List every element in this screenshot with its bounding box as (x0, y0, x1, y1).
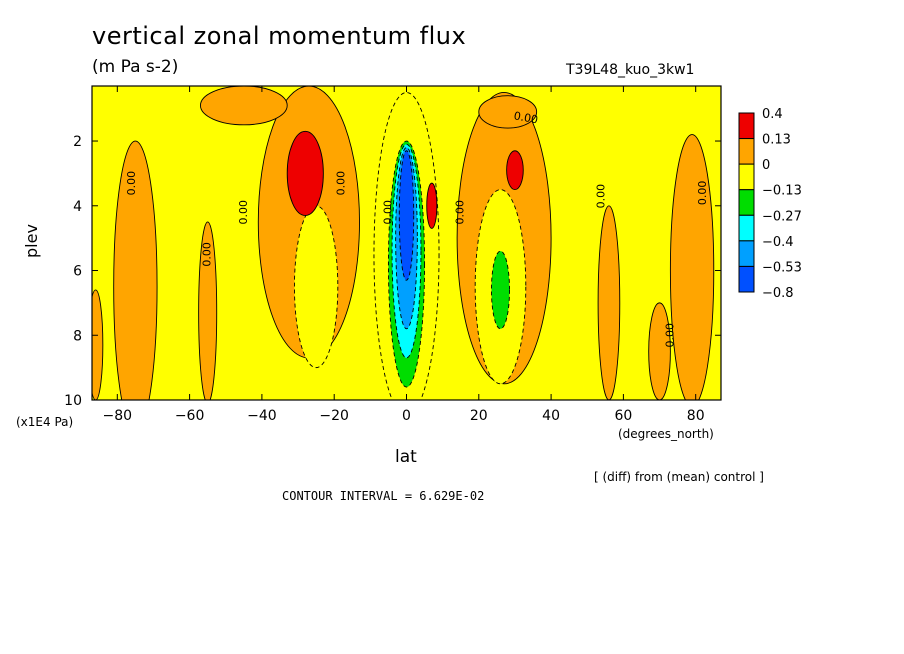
x-tick-label-0: −80 (103, 408, 133, 424)
x-tick-label-6: 40 (542, 408, 560, 424)
contour-label-4: 0.00 (381, 200, 394, 225)
contour-region-13 (286, 130, 324, 216)
contour-region-10 (293, 205, 339, 369)
x-tick-label-2: −40 (247, 408, 277, 424)
contour-interval: CONTOUR INTERVAL = 6.629E-02 (282, 489, 485, 503)
colorbar-swatch-4 (738, 214, 755, 242)
colorbar-swatch-6 (738, 265, 755, 293)
y-tick-label-2: 6 (73, 264, 82, 280)
colorbar-label-5: −0.4 (762, 235, 794, 250)
diff-note: [ (diff) from (mean) control ] (594, 470, 764, 484)
x-tick-label-8: 80 (687, 408, 705, 424)
contour-region-2 (113, 140, 158, 400)
x-tick-label-1: −60 (175, 408, 205, 424)
colorbar-label-0: 0.4 (762, 107, 783, 122)
colorbar-label-3: −0.13 (762, 184, 802, 199)
y-tick-label-4: 10 (64, 393, 82, 409)
y-tick-label-0: 2 (73, 134, 82, 150)
contour-label-6: 0.00 (513, 109, 539, 126)
y-tick-label-1: 4 (73, 199, 82, 215)
x-tick-label-7: 60 (614, 408, 632, 424)
colorbar-swatch-5 (738, 240, 755, 267)
x-tick-label-3: −20 (319, 408, 349, 424)
contour-region-7 (200, 86, 288, 126)
colorbar-swatch-3 (738, 189, 755, 216)
x-axis-unit: (degrees_north) (618, 427, 714, 441)
contour-region-6 (198, 221, 218, 400)
contour-label-9: 0.00 (663, 323, 676, 348)
contour-label-0: 0.00 (125, 171, 138, 196)
colorbar-swatch-2 (738, 163, 755, 191)
contour-region-9 (92, 289, 104, 400)
colorbar-swatch-1 (738, 138, 755, 165)
x-axis-label: lat (395, 447, 417, 467)
contour-region-15 (426, 182, 438, 229)
colorbar-label-1: 0.13 (762, 133, 791, 148)
contour-region-20 (398, 150, 415, 281)
chart-title: vertical zonal momentum flux (92, 22, 467, 50)
run-label: T39L48_kuo_3kw1 (566, 62, 695, 78)
contour-region-3 (669, 134, 715, 400)
contour-region-4 (597, 205, 621, 400)
contour-label-3: 0.00 (334, 171, 347, 196)
contour-region-16 (491, 250, 510, 330)
y-axis-unit: (x1E4 Pa) (16, 415, 74, 429)
x-tick-label-5: 20 (470, 408, 488, 424)
contour-region-8 (478, 95, 538, 129)
contour-label-8: 0.00 (696, 181, 709, 206)
y-axis-label: plev (22, 224, 41, 258)
contour-label-5: 0.00 (454, 200, 467, 225)
colorbar-swatch-0 (738, 112, 755, 140)
x-tick-label-4: 0 (402, 408, 411, 424)
colorbar-label-6: −0.53 (762, 260, 802, 275)
contour-label-1: 0.00 (237, 200, 250, 225)
contour-label-2: 0.00 (201, 242, 214, 267)
chart-units: (m Pa s-2) (92, 57, 179, 77)
y-tick-label-3: 8 (73, 328, 82, 344)
colorbar-label-7: −0.8 (762, 286, 794, 301)
contour-label-7: 0.00 (595, 184, 608, 209)
colorbar-label-4: −0.27 (762, 209, 802, 224)
contour-region-14 (506, 150, 524, 191)
contour-region-5 (648, 302, 671, 400)
colorbar-label-2: 0 (762, 158, 770, 173)
